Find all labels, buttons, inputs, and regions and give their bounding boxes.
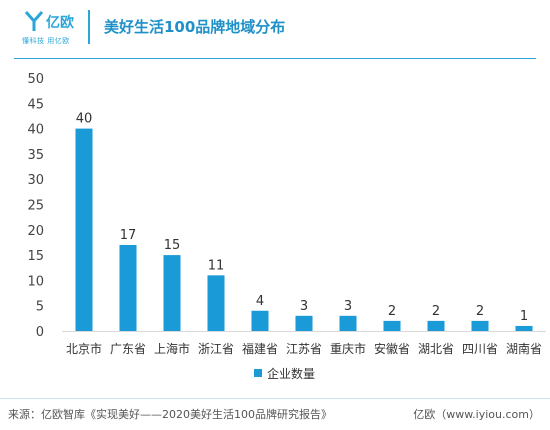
bar [119,244,137,331]
x-tick-label: 北京市 [66,341,102,356]
data-label: 11 [208,258,225,273]
footer-rule [0,398,550,399]
data-label: 3 [300,299,308,314]
x-tick-label: 福建省 [242,341,278,356]
bar [163,255,181,331]
y-tick-label: 50 [27,72,44,87]
x-tick-label: 上海市 [154,341,190,356]
header-rule [14,58,536,59]
bar [383,320,401,331]
y-tick-label: 25 [27,199,44,214]
data-label: 1 [520,309,528,324]
bar [427,320,445,331]
x-tick-label: 安徽省 [374,341,410,356]
x-tick-label: 湖北省 [418,341,454,356]
bar-series [75,128,533,331]
logo-name: 亿欧 [46,15,74,31]
data-label: 3 [344,299,352,314]
legend-label: 企业数量 [267,366,315,381]
x-tick-label: 四川省 [462,342,498,356]
y-axis: 0 5 10 15 20 25 30 35 40 45 50 [27,72,44,340]
data-label: 40 [76,112,93,127]
data-label: 2 [432,304,440,319]
footer-source: 来源：亿欧智库《实现美好——2020美好生活100品牌研究报告》 [8,408,332,421]
bar [75,128,93,331]
header: 亿欧 懂科技 用亿欧 美好生活100品牌地域分布 [0,0,550,58]
logo-mark-icon [24,11,44,31]
y-tick-label: 30 [27,173,44,188]
data-label: 2 [388,304,396,319]
x-axis: 北京市 广东省 上海市 浙江省 福建省 江苏省 重庆市 安徽省 湖北省 四川省 湖南省 [66,341,542,356]
logo-tagline: 懂科技 用亿欧 [22,37,70,45]
bar [471,320,489,331]
header-divider [88,10,90,44]
y-tick-label: 20 [27,224,44,239]
data-label: 15 [164,238,181,253]
y-tick-label: 40 [27,123,44,138]
y-tick-label: 10 [27,274,44,289]
data-label: 4 [256,294,264,309]
page-title: 美好生活100品牌地域分布 [104,18,286,36]
bar [251,310,269,331]
x-tick-label: 重庆市 [330,341,366,356]
bar [515,325,533,331]
y-tick-label: 35 [27,148,44,163]
data-label: 17 [120,228,137,243]
legend: 企业数量 [254,366,315,381]
bar-chart: 0 5 10 15 20 25 30 35 40 45 50 40 17 15 11 4 3 3 2 2 2 1 北京市… [27,72,546,381]
bar [207,275,225,331]
legend-swatch [254,369,262,377]
data-labels: 40 17 15 11 4 3 3 2 2 2 1 [76,112,528,324]
x-tick-label: 江苏省 [286,342,322,356]
x-tick-label: 广东省 [110,342,146,356]
x-tick-label: 湖南省 [506,341,542,356]
bar [339,315,357,331]
logo: 亿欧 懂科技 用亿欧 [22,8,82,50]
x-tick-label: 浙江省 [198,342,234,356]
y-tick-label: 45 [27,97,44,112]
y-tick-label: 0 [36,325,44,340]
data-label: 2 [476,304,484,319]
bar [295,315,313,331]
footer-brand: 亿欧（www.iyiou.com） [413,408,540,421]
y-tick-label: 5 [36,300,44,315]
y-tick-label: 15 [27,249,44,264]
